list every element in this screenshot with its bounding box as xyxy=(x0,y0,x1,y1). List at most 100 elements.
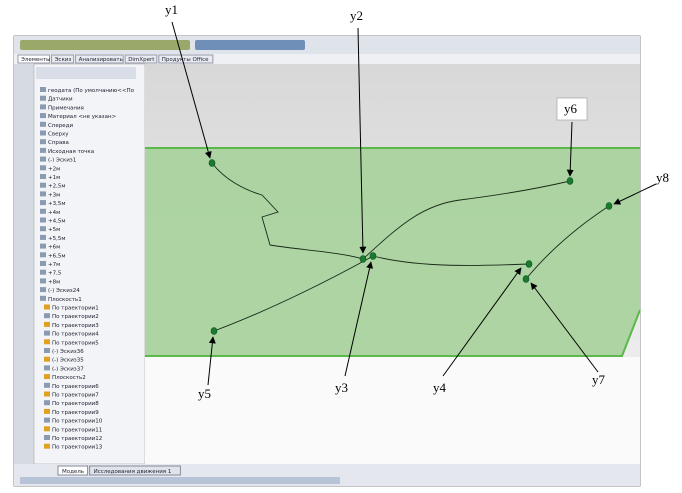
tree-item[interactable]: По траектории1 xyxy=(52,306,99,312)
tree-icon xyxy=(40,287,46,292)
tree-item[interactable]: По траектории8 xyxy=(52,401,99,407)
tree-item[interactable]: (-) Эскиз35 xyxy=(52,358,84,364)
tree-icon xyxy=(44,339,50,344)
tree-icon xyxy=(44,409,50,414)
tree-icon xyxy=(40,261,46,266)
tree-item[interactable]: Справа xyxy=(48,140,69,146)
tree-item[interactable]: По траектории10 xyxy=(52,419,103,425)
tree-icon xyxy=(44,400,50,405)
tree-icon xyxy=(40,296,46,301)
tree-item[interactable]: +3м xyxy=(48,192,60,198)
tree-icon xyxy=(40,252,46,257)
tree-item[interactable]: +5м xyxy=(48,227,60,233)
tree-item[interactable]: Исходная точка xyxy=(48,149,94,155)
tree-icon xyxy=(40,191,46,196)
tree-item[interactable]: +6м xyxy=(48,245,60,251)
tab-label: Продукты Office xyxy=(162,57,209,63)
bottom-tab-label: Модель xyxy=(62,469,84,475)
callout-label: y3 xyxy=(335,380,348,395)
tree-icon xyxy=(44,305,50,310)
tree-item[interactable]: +7м xyxy=(48,262,60,268)
tree-icon xyxy=(40,148,46,153)
tree-icon xyxy=(40,235,46,240)
tree-item[interactable]: +8м xyxy=(48,279,60,285)
tree-icon xyxy=(44,374,50,379)
tree-item[interactable]: Плоскость1 xyxy=(48,297,82,303)
tree-icon xyxy=(40,139,46,144)
tree-item[interactable]: (-) Эскиз24 xyxy=(48,288,80,294)
callout-label: y1 xyxy=(165,2,178,17)
bottom-tab-label: Исследования движения 1 xyxy=(94,469,172,475)
tree-item[interactable]: По траектории6 xyxy=(52,384,99,390)
tree-item[interactable]: +5,5м xyxy=(48,236,66,242)
tree-item[interactable]: +4,5м xyxy=(48,219,66,225)
tree-icon xyxy=(40,200,46,205)
tree-item[interactable]: По траектории7 xyxy=(52,393,99,399)
tree-icon xyxy=(44,357,50,362)
tree-item[interactable]: По траектории5 xyxy=(52,340,99,346)
tree-item[interactable]: (-) Эскиз37 xyxy=(52,366,84,372)
tree-icon xyxy=(40,87,46,92)
tree-item[interactable]: По траектории2 xyxy=(52,314,99,320)
tree-item[interactable]: Сверху xyxy=(48,132,69,138)
tree-item[interactable]: Датчики xyxy=(48,97,73,103)
tree-icon xyxy=(44,348,50,353)
tree-icon xyxy=(44,313,50,318)
tree-icon xyxy=(40,226,46,231)
tab-label: Анализировать xyxy=(79,57,123,63)
tree-icon xyxy=(40,96,46,101)
tree-icon xyxy=(44,322,50,327)
screenshot: Элементы Эскиз Анализировать DimXpert Продук… xyxy=(0,0,682,493)
tree-icon xyxy=(44,426,50,431)
tree-item[interactable]: +1м xyxy=(48,175,60,181)
tree-icon xyxy=(44,383,50,388)
tree-icon xyxy=(44,435,50,440)
tree-icon xyxy=(40,244,46,249)
tree-icon xyxy=(40,209,46,214)
plane xyxy=(145,148,640,356)
tree-item[interactable]: По траектории9 xyxy=(52,410,99,416)
tree-icon xyxy=(40,113,46,118)
tree-icon xyxy=(40,270,46,275)
tab-label: Элементы xyxy=(21,57,50,63)
tree-item[interactable]: По траектории11 xyxy=(52,427,102,433)
tree-item[interactable]: По траектории13 xyxy=(52,445,103,451)
tree-item[interactable]: (-) Эскиз1 xyxy=(48,158,76,164)
callout-label: y7 xyxy=(592,372,606,387)
tree-item[interactable]: Плоскость2 xyxy=(52,375,86,381)
tree-item[interactable]: По траектории4 xyxy=(52,332,99,338)
tree-icon xyxy=(44,444,50,449)
tree-icon xyxy=(40,131,46,136)
page: Элементы Эскиз Анализировать DimXpert Продук… xyxy=(0,0,682,493)
tree-item[interactable]: Материал <не указан> xyxy=(48,114,117,120)
tree-item[interactable]: геодата (По умолчанию<<По xyxy=(48,88,135,94)
tree-item[interactable]: +6,5м xyxy=(48,253,66,259)
tree-item[interactable]: Спереди xyxy=(48,123,73,129)
tree-item[interactable]: +2м xyxy=(48,166,60,172)
tree-icon xyxy=(44,331,50,336)
tree-icon xyxy=(40,104,46,109)
callout-label: y2 xyxy=(350,8,363,23)
tree-icon xyxy=(44,418,50,423)
tree-item[interactable]: Примечания xyxy=(48,105,84,111)
tree-item[interactable]: +4м xyxy=(48,210,60,216)
tab-label: Эскиз xyxy=(55,57,72,63)
tree-icon xyxy=(40,183,46,188)
tree-icon xyxy=(40,122,46,127)
tree-item[interactable]: По траектории12 xyxy=(52,436,102,442)
tree-item[interactable]: +2,5м xyxy=(48,184,66,190)
tree-icon xyxy=(44,365,50,370)
tree-item[interactable]: +7,5 xyxy=(48,271,62,277)
callout-label: y8 xyxy=(656,170,669,185)
tree-item[interactable]: По траектории3 xyxy=(52,323,99,329)
tree-icon xyxy=(40,157,46,162)
callout-label: y6 xyxy=(564,101,578,116)
tree-icon xyxy=(40,165,46,170)
tab-label: DimXpert xyxy=(128,57,155,63)
tree-icon xyxy=(40,218,46,223)
tree-icon xyxy=(40,278,46,283)
tree-item[interactable]: +3,5м xyxy=(48,201,66,207)
side-toolbar xyxy=(14,64,34,464)
tree-item[interactable]: (-) Эскиз36 xyxy=(52,349,84,355)
tree-icon xyxy=(44,392,50,397)
